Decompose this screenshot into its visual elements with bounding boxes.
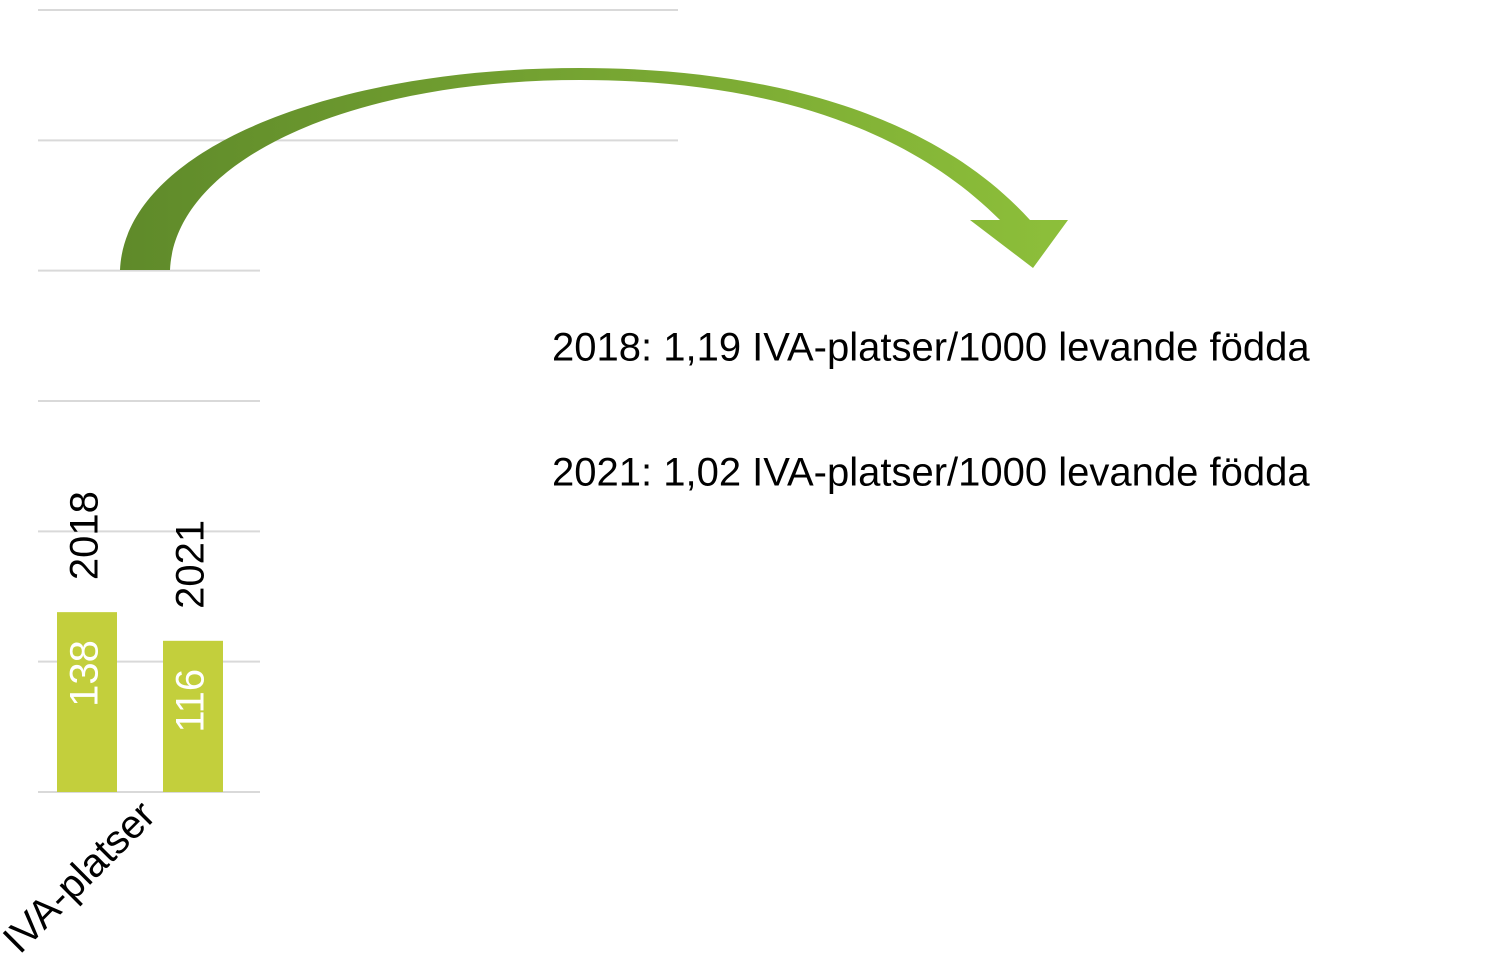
arrow <box>120 68 1068 270</box>
x-tick-label: IVA-platser <box>0 793 164 962</box>
series-label: 2021 <box>169 520 213 609</box>
annotation: 2021: 1,02 IVA-platser/1000 levande född… <box>552 451 1310 495</box>
annotation: 2018: 1,19 IVA-platser/1000 levande född… <box>552 326 1310 370</box>
data-label: 116 <box>169 669 213 733</box>
bar <box>163 640 223 792</box>
bar <box>57 612 117 792</box>
data-label: 138 <box>63 640 107 707</box>
grid <box>38 9 678 793</box>
series-label: 2018 <box>63 491 107 580</box>
